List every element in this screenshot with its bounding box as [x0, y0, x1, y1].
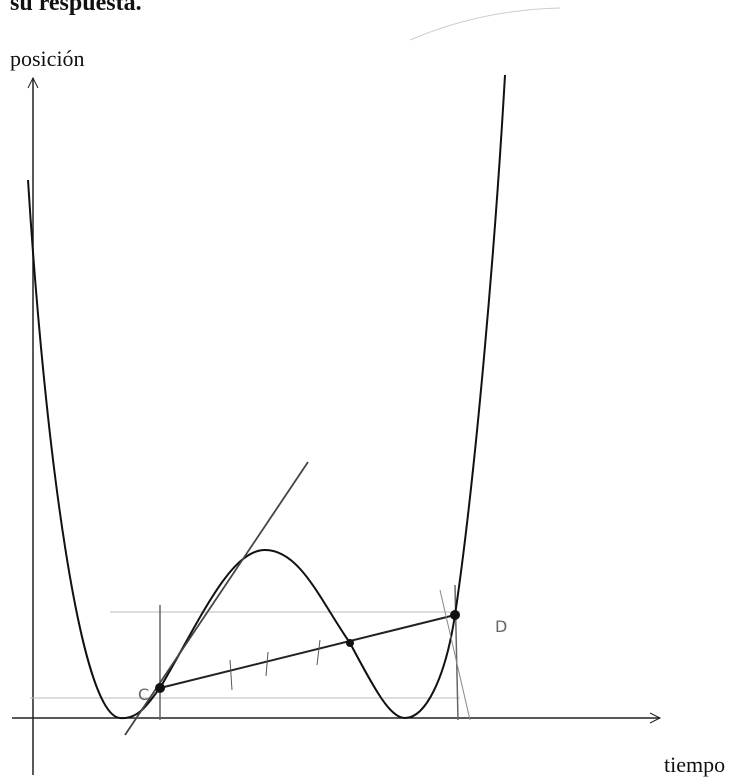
curve — [27, 74, 506, 720]
title: su respuesta. — [10, 0, 142, 16]
x-axis-label: tiempo — [664, 752, 726, 777]
tangent-line — [124, 461, 309, 736]
intersection-point — [346, 639, 354, 647]
y-arrow — [27, 76, 39, 89]
tick-sketch — [316, 639, 321, 666]
y-axis-label: posición — [10, 46, 85, 71]
point-label: C — [138, 685, 149, 704]
secant-line — [159, 614, 456, 689]
point-c — [155, 683, 165, 693]
point-label: D — [495, 617, 507, 636]
point-d — [450, 610, 460, 620]
stray-stroke — [409, 7, 561, 41]
tangent-sketch — [439, 589, 471, 721]
tick-sketch — [229, 659, 233, 691]
x-arrow — [649, 712, 662, 724]
tick-sketch — [265, 651, 269, 677]
